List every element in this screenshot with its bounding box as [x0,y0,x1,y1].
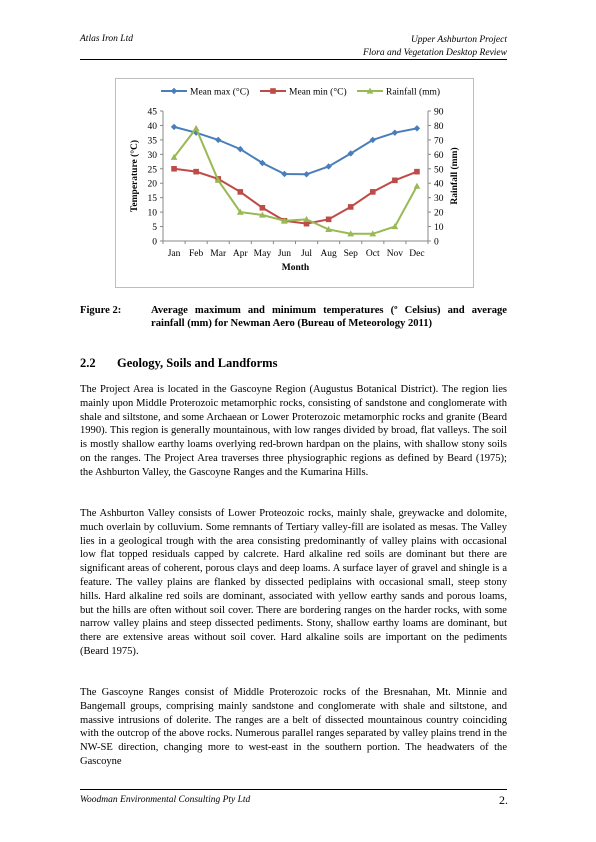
climate-chart: 0 5 10 15 20 25 30 35 40 45 0 10 20 30 40 50 60 70 80 90 Jan… [115,78,474,288]
figure-caption-text: Average maximum and minimum temperatures… [151,305,507,329]
legend-marker-0 [170,87,178,95]
data-point-0 [391,129,399,136]
y-tick-label-left: 35 [148,136,158,146]
data-point-0 [237,145,244,153]
y-tick-label-left: 15 [148,194,158,204]
footer-rule [80,789,507,790]
data-point-0 [303,171,310,178]
data-point-2 [391,223,399,230]
paragraph: The Project Area is located in the Gasco… [80,384,507,478]
y-tick-label-right: 80 [434,122,444,132]
data-point-0 [347,150,354,157]
y-tick-label-right: 40 [434,180,444,190]
data-point-1 [259,204,266,211]
y-tick-label-left: 45 [148,108,158,118]
series-line-1 [173,167,418,225]
section-number: 2.2 [80,356,96,370]
x-tick-label: Jan [168,249,181,259]
data-point-2 [303,215,310,222]
y-tick-label-right: 60 [434,151,444,161]
data-point-1 [347,204,354,210]
footer-company: Woodman Environmental Consulting Pty Ltd [80,795,251,805]
series-line-0 [173,125,418,176]
data-point-1 [392,177,398,184]
legend-label-2: Rainfall (mm) [386,87,440,98]
climate-chart-svg: 0 5 10 15 20 25 30 35 40 45 0 10 20 30 40 50 60 70 80 90 Jan… [129,87,460,274]
header-document-title: Flora and Vegetation Desktop Review [362,47,507,58]
data-point-2 [214,176,222,183]
data-point-1 [414,168,420,175]
x-tick-label: Mar [210,249,227,259]
header-rule [80,59,507,60]
data-point-0 [215,136,222,144]
data-point-2 [192,124,200,131]
paragraph: The Ashburton Valley consists of Lower P… [80,508,507,657]
x-tick-label: May [254,249,272,259]
data-point-2 [413,182,421,189]
data-point-2 [236,208,244,215]
data-point-2 [281,217,288,224]
data-point-1 [237,189,244,195]
y-tick-label-right: 30 [434,194,444,204]
data-point-2 [347,230,355,237]
section-heading: 2.2 Geology, Soils and Landforms [80,356,277,371]
y-tick-label-left: 10 [148,209,158,219]
y-axis-title-left: Temperature (°C) [129,140,140,212]
x-tick-label: Apr [233,249,249,259]
y-tick-label-left: 30 [148,151,158,161]
x-axis-title: Month [282,263,310,273]
data-point-0 [281,170,288,178]
y-tick-label-right: 70 [434,136,444,146]
y-tick-label-left: 0 [152,238,157,248]
data-point-0 [170,123,178,131]
legend-label-1: Mean min (°C) [289,87,347,98]
data-point-1 [193,168,199,175]
x-tick-label: Dec [409,249,424,259]
x-tick-label: Aug [320,249,337,259]
data-point-2 [170,153,178,160]
figure-label: Figure 2: [80,305,122,316]
header-project-title: Upper Ashburton Project [410,35,507,45]
legend-label-0: Mean max (°C) [190,87,249,98]
y-tick-label-right: 20 [434,209,444,219]
x-tick-label: Oct [366,249,380,259]
data-point-1 [369,189,376,195]
series-line-2 [173,126,418,235]
y-axis-title-right: Rainfall (mm) [449,147,460,204]
data-point-2 [258,211,266,218]
legend-marker-1 [270,88,276,94]
legend-marker-2 [366,87,374,94]
header-company: Atlas Iron Ltd [80,34,133,44]
y-tick-label-right: 50 [434,165,444,175]
x-tick-label: Nov [387,249,404,259]
section-title: Geology, Soils and Landforms [117,356,278,370]
page-number: 2. [499,793,508,807]
paragraph: The Gascoyne Ranges consist of Middle Pr… [80,687,507,767]
header-project: Upper Ashburton Project Flora and Vegeta… [363,34,507,59]
data-point-0 [325,163,332,170]
y-tick-label-right: 10 [434,223,444,233]
data-point-1 [303,220,310,227]
x-tick-label: Feb [189,249,204,259]
y-tick-label-left: 5 [152,223,157,233]
y-tick-label-left: 20 [148,180,158,190]
data-point-2 [369,230,377,237]
data-point-0 [369,136,376,144]
y-tick-label-right: 0 [434,238,439,248]
data-point-1 [325,216,332,223]
y-tick-label-left: 25 [148,165,158,175]
x-tick-label: Jul [301,249,312,259]
data-point-0 [259,159,266,167]
data-point-1 [171,165,177,172]
x-tick-label: Jun [278,249,291,259]
y-tick-label-right: 90 [434,108,444,118]
data-point-2 [325,226,333,233]
data-point-0 [413,125,421,132]
x-tick-label: Sep [344,249,359,259]
y-tick-label-left: 40 [148,122,158,132]
